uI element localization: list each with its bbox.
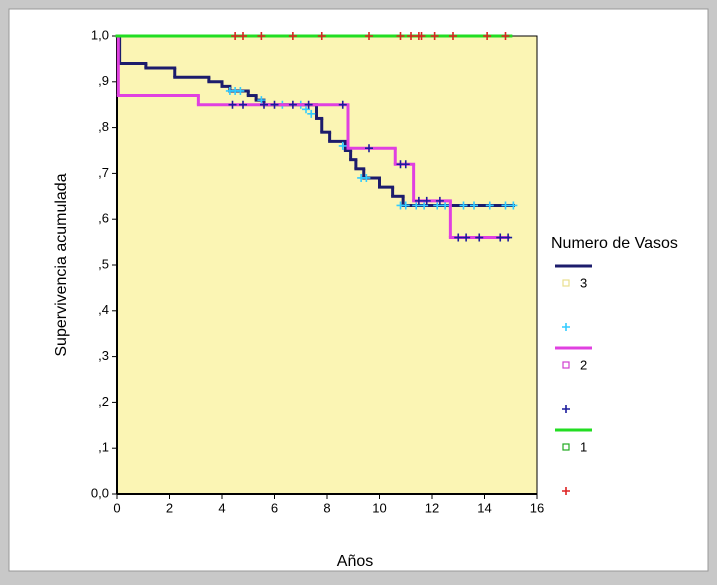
- x-tick-label: 4: [218, 500, 225, 515]
- censor-mark: [257, 32, 266, 40]
- censor-mark: [562, 323, 570, 331]
- x-tick-label: 16: [530, 500, 544, 515]
- censor-mark: [304, 100, 313, 109]
- censor-mark: [362, 173, 371, 182]
- plot-area: [116, 35, 538, 495]
- censor-mark: [509, 201, 518, 210]
- censor-mark: [407, 32, 415, 40]
- censor-mark: [288, 100, 297, 109]
- censor-mark: [483, 32, 492, 40]
- censor-mark: [239, 100, 247, 109]
- legend-marker: [562, 279, 570, 287]
- censor-mark: [562, 487, 570, 495]
- censor-mark: [422, 196, 431, 205]
- censor-mark: [365, 144, 373, 153]
- censor-mark: [504, 233, 513, 242]
- x-tick-label: 0: [113, 500, 120, 515]
- x-tick-label: 14: [477, 500, 491, 515]
- censor-mark: [270, 100, 279, 109]
- y-tick-label: 1,0: [91, 27, 109, 42]
- x-tick-label: 8: [323, 500, 330, 515]
- x-tick-label: 6: [271, 500, 278, 515]
- y-tick-label: ,5: [98, 256, 109, 271]
- censor-mark: [231, 32, 240, 40]
- censor-mark: [401, 160, 410, 169]
- censor-mark: [412, 201, 421, 210]
- censor-mark: [475, 233, 484, 242]
- y-tick-label: ,7: [98, 165, 109, 180]
- censor-mark: [307, 109, 316, 118]
- y-tick-label: ,4: [98, 302, 109, 317]
- y-axis-label: Supervivencia acumulada: [53, 173, 70, 356]
- censor-mark: [501, 201, 510, 210]
- legend-marker: [562, 443, 570, 451]
- censor-mark: [260, 100, 268, 109]
- censor-mark: [365, 32, 373, 40]
- censor-mark: [257, 96, 266, 105]
- legend-label: 1: [580, 439, 587, 454]
- censor-mark: [430, 32, 439, 40]
- censor-mark: [496, 233, 505, 242]
- censor-mark: [470, 201, 478, 210]
- legend-label: 3: [580, 275, 587, 290]
- censor-mark: [417, 32, 426, 40]
- censor-mark: [338, 141, 347, 150]
- legend-label: 2: [580, 357, 587, 372]
- censor-mark: [441, 201, 450, 210]
- censor-mark: [420, 201, 429, 210]
- y-tick-label: ,9: [98, 73, 109, 88]
- y-tick-label: ,6: [98, 211, 109, 226]
- y-tick-label: ,8: [98, 119, 109, 134]
- y-tick-label: 0,0: [91, 485, 109, 500]
- censor-mark: [414, 196, 423, 205]
- x-tick-label: 12: [425, 500, 439, 515]
- x-tick-label: 2: [166, 500, 173, 515]
- censor-mark: [228, 100, 237, 109]
- censor-mark: [288, 32, 297, 40]
- censor-mark: [562, 405, 570, 413]
- censor-mark: [338, 100, 347, 109]
- x-tick-label: 10: [372, 500, 386, 515]
- legend-marker: [562, 361, 570, 369]
- censor-mark: [236, 86, 245, 95]
- censor-mark: [459, 201, 468, 210]
- censor-mark: [485, 201, 494, 210]
- censor-mark: [396, 32, 405, 40]
- censor-mark: [239, 32, 247, 40]
- censor-mark: [435, 196, 444, 205]
- x-axis-label: Años: [337, 553, 373, 570]
- y-tick-label: ,1: [98, 440, 109, 455]
- censor-mark: [449, 32, 457, 40]
- censor-mark: [433, 201, 442, 210]
- censor-mark: [401, 201, 410, 210]
- legend-title: Numero de Vasos: [551, 235, 678, 252]
- y-tick-label: ,2: [98, 394, 109, 409]
- y-tick-label: ,3: [98, 348, 109, 363]
- censor-mark: [317, 32, 326, 40]
- censor-mark: [302, 105, 310, 114]
- censor-mark: [501, 32, 510, 40]
- censor-mark: [454, 233, 463, 242]
- censor-mark: [462, 233, 471, 242]
